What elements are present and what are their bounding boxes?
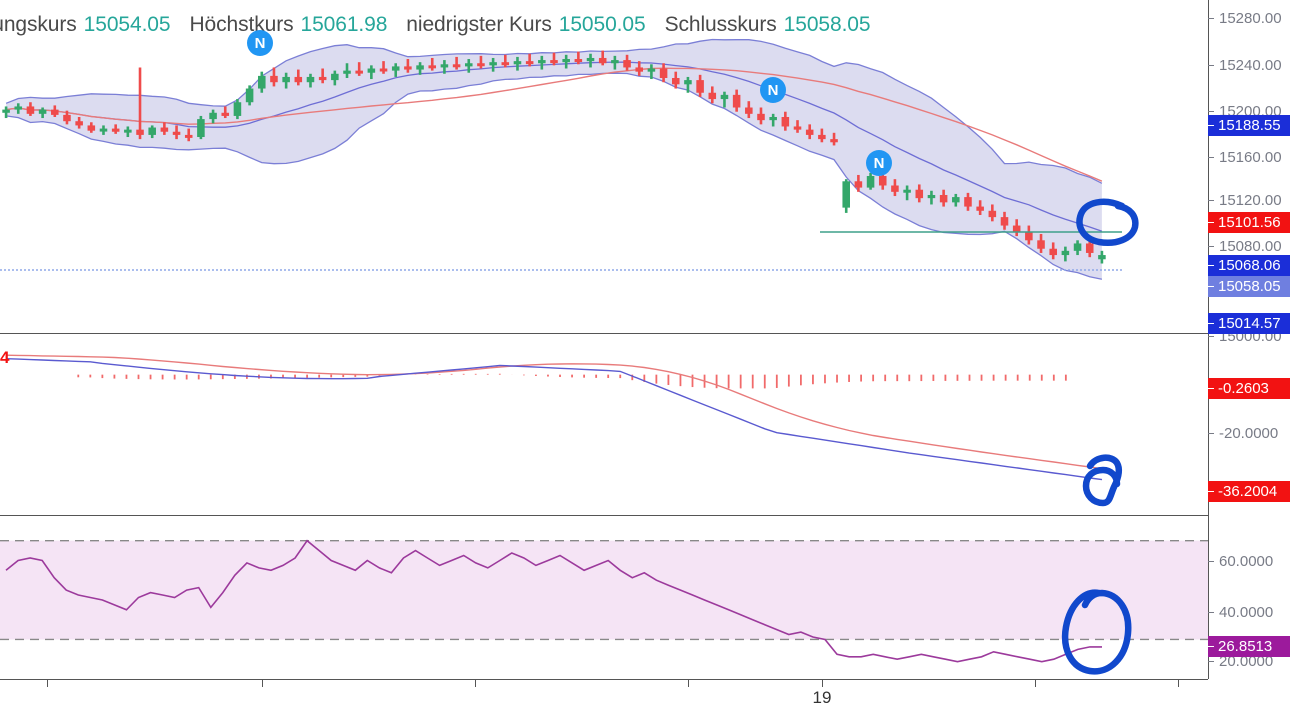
tick-dash-icon — [1208, 611, 1214, 613]
ohlc-open-label: öffnungskurs — [0, 13, 77, 36]
news-marker-icon[interactable]: N — [247, 30, 273, 56]
scale-price-badge[interactable]: -0.2603 — [1208, 378, 1290, 399]
scale-price-badge[interactable]: 26.8513 — [1208, 636, 1290, 657]
ohlc-high-label: Höchstkurs — [189, 13, 294, 36]
rsi-chart-svg — [0, 539, 1208, 663]
scale-tick-label: 15080.00 — [1219, 237, 1282, 255]
scale-axis-line — [1208, 0, 1209, 679]
scale-tick: 15120.00 — [1208, 191, 1290, 209]
rsi-panel[interactable] — [0, 516, 1208, 679]
macd-panel[interactable]: 4 — [0, 334, 1208, 514]
scale-tick: 15160.00 — [1208, 148, 1290, 166]
time-axis-label: 19 — [812, 688, 832, 707]
scale-tick-label: 40.0000 — [1219, 603, 1274, 621]
panel-divider-1 — [0, 333, 1208, 334]
scale-tick-label: 15160.00 — [1219, 148, 1282, 166]
badge-label: -36.2004 — [1218, 483, 1278, 500]
macd-left-value: 4 — [0, 348, 10, 367]
tick-dash-icon — [1208, 156, 1214, 158]
badge-dash-icon — [1208, 265, 1214, 266]
badge-dash-icon — [1208, 323, 1214, 324]
tick-dash-icon — [1208, 64, 1214, 66]
time-axis-line — [0, 679, 1208, 680]
price-panel[interactable] — [0, 0, 1208, 332]
tick-dash-icon — [1208, 199, 1214, 201]
time-axis[interactable]: 19 — [0, 679, 1208, 707]
scale-price-badge[interactable]: 15068.06 — [1208, 255, 1290, 276]
badge-label: 15188.55 — [1218, 117, 1281, 134]
tick-dash-icon — [1208, 660, 1214, 662]
ohlc-header: öffnungskurs 15054.05 Höchstkurs 15061.9… — [0, 12, 889, 38]
scale-tick-label: -20.0000 — [1219, 424, 1279, 442]
badge-label: 15068.06 — [1218, 257, 1281, 274]
scale-tick: 15240.00 — [1208, 56, 1290, 74]
price-chart-svg — [0, 38, 1122, 280]
price-scale[interactable]: 15280.00 15240.00 15200.00 15160.00 15120.00… — [1208, 0, 1290, 706]
panel-divider-2 — [0, 515, 1208, 516]
scale-tick-label: 15240.00 — [1219, 56, 1282, 74]
ohlc-close-label: Schlusskurs — [664, 13, 777, 36]
tick-dash-icon — [1208, 110, 1214, 112]
time-axis-tick — [822, 680, 823, 687]
ohlc-open-value: 15054.05 — [83, 13, 171, 36]
badge-dash-icon — [1208, 125, 1214, 126]
badge-label: 26.8513 — [1218, 638, 1273, 655]
scale-price-badge[interactable]: -36.2004 — [1208, 481, 1290, 502]
time-axis-tick — [1035, 680, 1036, 687]
badge-label: 15058.05 — [1218, 278, 1281, 295]
scale-tick: 15080.00 — [1208, 237, 1290, 255]
ohlc-high-value: 15061.98 — [300, 13, 388, 36]
scale-tick: -20.0000 — [1208, 424, 1290, 442]
tick-dash-icon — [1208, 245, 1214, 247]
tick-dash-icon — [1208, 17, 1214, 19]
scale-price-badge[interactable]: 15014.57 — [1208, 313, 1290, 334]
time-axis-tick — [1178, 680, 1179, 687]
scale-tick: 60.0000 — [1208, 552, 1290, 570]
scale-tick: 15280.00 — [1208, 9, 1290, 27]
scale-price-badge[interactable]: 15058.05 — [1208, 276, 1290, 297]
badge-label: 15014.57 — [1218, 315, 1281, 332]
tick-dash-icon — [1208, 335, 1214, 337]
news-marker-icon[interactable]: N — [866, 150, 892, 176]
scale-tick-label: 15280.00 — [1219, 9, 1282, 27]
news-marker-icon[interactable]: N — [760, 77, 786, 103]
time-axis-tick — [262, 680, 263, 687]
tick-dash-icon — [1208, 560, 1214, 562]
scale-price-badge[interactable]: 15188.55 — [1208, 115, 1290, 136]
badge-dash-icon — [1208, 491, 1214, 492]
badge-label: -0.2603 — [1218, 380, 1269, 397]
ohlc-close-value: 15058.05 — [783, 13, 871, 36]
time-axis-tick — [688, 680, 689, 687]
time-axis-tick — [475, 680, 476, 687]
badge-dash-icon — [1208, 388, 1214, 389]
badge-dash-icon — [1208, 222, 1214, 223]
badge-label: 15101.56 — [1218, 214, 1281, 231]
scale-tick: 40.0000 — [1208, 603, 1290, 621]
ohlc-low-label: niedrigster Kurs — [406, 13, 552, 36]
tick-dash-icon — [1208, 432, 1214, 434]
scale-price-badge[interactable]: 15101.56 — [1208, 212, 1290, 233]
macd-chart-svg — [5, 354, 1103, 481]
scale-tick-label: 60.0000 — [1219, 552, 1274, 570]
badge-dash-icon — [1208, 286, 1214, 287]
ohlc-low-value: 15050.05 — [558, 13, 646, 36]
time-axis-tick — [47, 680, 48, 687]
scale-tick-label: 15120.00 — [1219, 191, 1282, 209]
badge-dash-icon — [1208, 646, 1214, 647]
